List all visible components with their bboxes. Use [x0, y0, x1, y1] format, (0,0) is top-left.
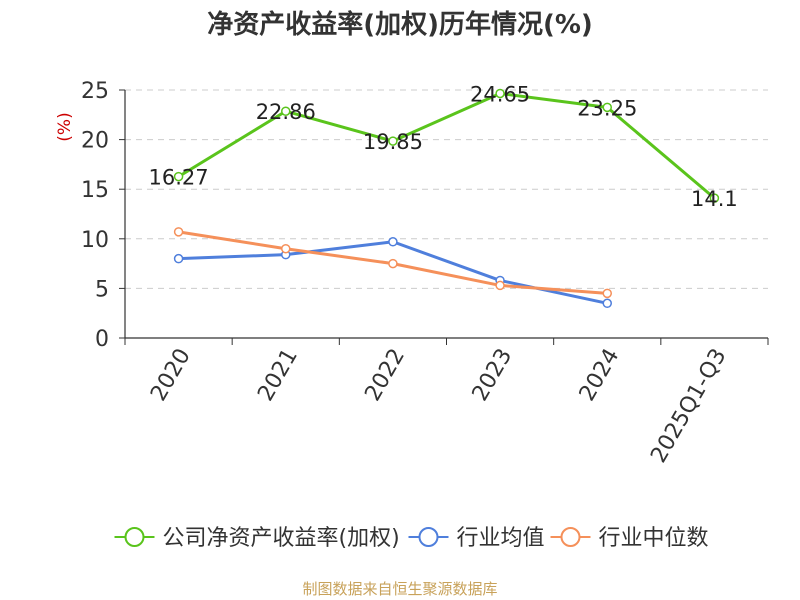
- data-point: [173, 227, 184, 237]
- y-axis-label: (%): [55, 112, 75, 141]
- x-tick-label: 2020: [146, 345, 196, 406]
- data-point: [173, 171, 184, 182]
- series-line-0: [177, 91, 716, 200]
- data-label: 23.25: [577, 96, 637, 120]
- data-point: [388, 258, 398, 269]
- x-tick-label: 2023: [468, 345, 518, 406]
- data-label: 19.85: [363, 130, 423, 154]
- x-tick-label: 2024: [575, 345, 625, 406]
- data-point: [495, 280, 505, 291]
- y-tick-label: 15: [81, 178, 109, 203]
- y-tick-label: 25: [81, 79, 109, 104]
- y-tick-label: 10: [81, 228, 109, 253]
- data-point: [388, 136, 398, 146]
- x-tick-label: 2021: [253, 345, 303, 406]
- data-point: [281, 106, 291, 116]
- legend-marker: [560, 527, 581, 547]
- legend-label: 公司净资产收益率(加权): [163, 526, 400, 551]
- data-point: [602, 288, 612, 299]
- data-point: [495, 88, 505, 99]
- data-point: [602, 298, 612, 309]
- data-label: 16.27: [149, 166, 209, 190]
- series-line-1: [178, 240, 608, 305]
- x-tick-label: 2022: [360, 345, 410, 406]
- data-point: [709, 193, 720, 203]
- y-tick-label: 0: [95, 327, 109, 352]
- data-label: 14.1: [691, 187, 738, 211]
- data-point: [281, 243, 291, 254]
- data-point: [602, 102, 612, 113]
- data-point: [388, 237, 398, 247]
- data-label: 24.65: [470, 82, 530, 106]
- chart-title: 净资产收益率(加权)历年情况(%): [207, 10, 593, 40]
- legend-marker: [124, 527, 145, 547]
- y-tick-label: 20: [81, 129, 109, 154]
- x-tick-label: 2025Q1-Q3: [646, 345, 731, 468]
- y-tick-label: 5: [95, 277, 109, 302]
- source-note: 制图数据来自恒生聚源数据库: [302, 580, 498, 598]
- legend-marker: [418, 527, 439, 547]
- legend-label: 行业均值: [457, 526, 545, 551]
- data-label: 22.86: [256, 100, 316, 124]
- data-point: [173, 253, 184, 264]
- legend-label: 行业中位数: [599, 526, 709, 551]
